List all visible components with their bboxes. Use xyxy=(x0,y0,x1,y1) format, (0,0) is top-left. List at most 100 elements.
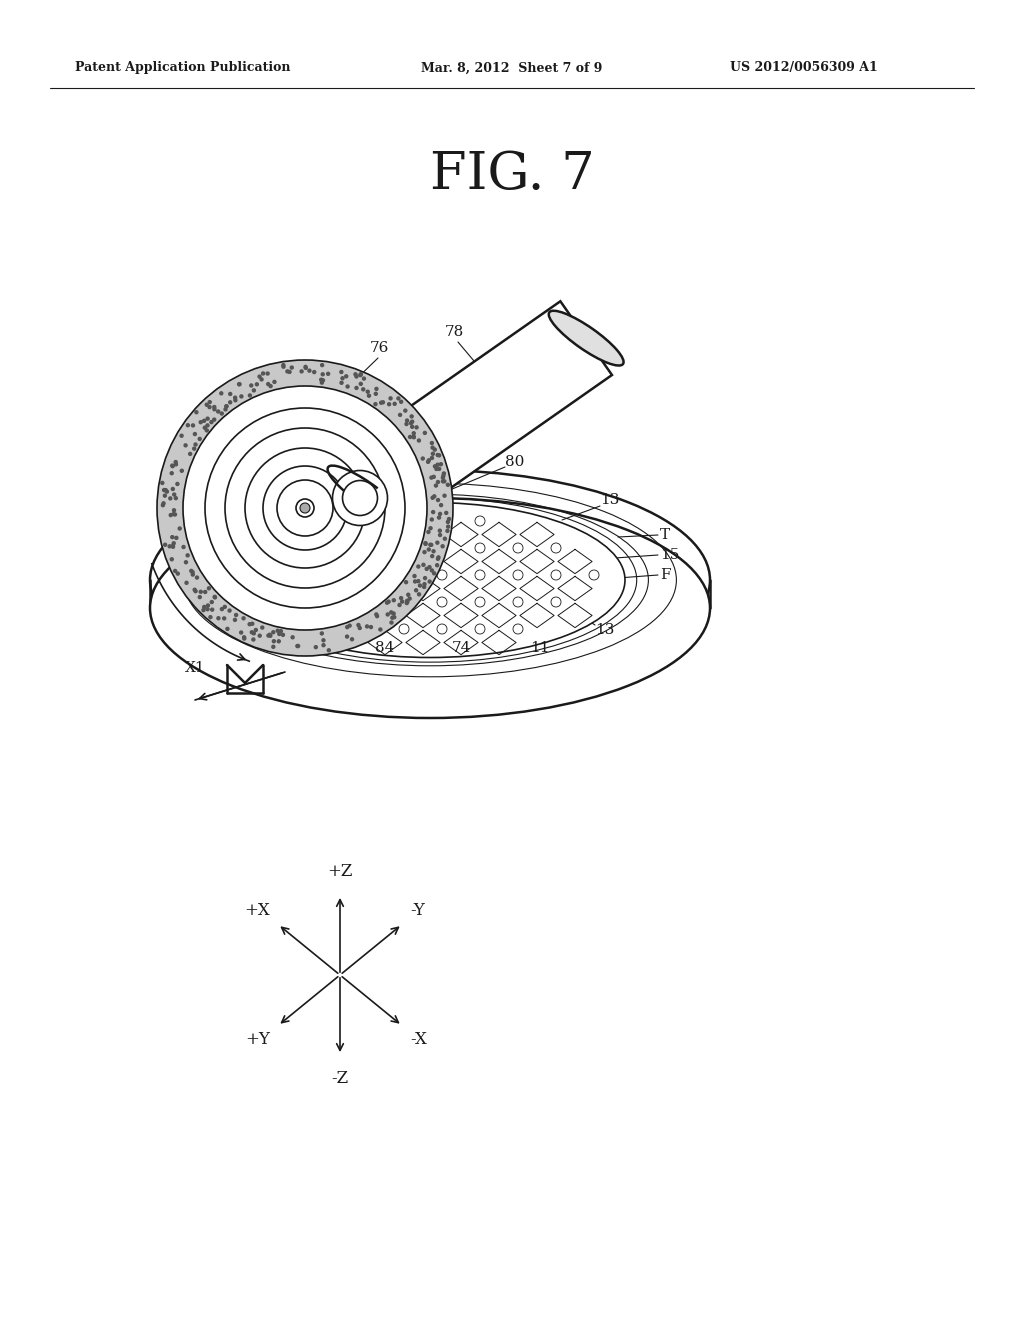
Circle shape xyxy=(194,589,197,591)
Ellipse shape xyxy=(150,470,710,690)
Circle shape xyxy=(475,624,485,634)
Text: 84: 84 xyxy=(375,642,394,655)
Circle shape xyxy=(355,387,358,389)
Circle shape xyxy=(228,401,231,404)
Circle shape xyxy=(438,533,441,536)
Circle shape xyxy=(213,595,216,599)
Circle shape xyxy=(393,615,395,619)
Circle shape xyxy=(273,380,275,383)
Circle shape xyxy=(437,624,447,634)
Text: 15: 15 xyxy=(660,548,679,562)
Circle shape xyxy=(430,477,433,479)
Text: 11: 11 xyxy=(530,642,550,655)
Circle shape xyxy=(423,582,426,586)
Circle shape xyxy=(390,611,393,614)
Circle shape xyxy=(304,367,307,370)
Circle shape xyxy=(251,622,254,626)
Ellipse shape xyxy=(342,480,378,516)
Circle shape xyxy=(399,516,409,525)
Text: +Y: +Y xyxy=(245,1031,270,1048)
Circle shape xyxy=(207,605,210,607)
Text: 13: 13 xyxy=(595,623,614,638)
Circle shape xyxy=(223,606,226,609)
Circle shape xyxy=(282,366,285,368)
Text: 82: 82 xyxy=(237,393,256,407)
Circle shape xyxy=(425,568,428,570)
Circle shape xyxy=(248,623,251,626)
Circle shape xyxy=(407,593,410,597)
Circle shape xyxy=(367,391,370,393)
Circle shape xyxy=(250,384,253,387)
Ellipse shape xyxy=(150,498,710,718)
Circle shape xyxy=(191,424,195,426)
Circle shape xyxy=(213,408,216,411)
Circle shape xyxy=(380,401,383,404)
Circle shape xyxy=(386,601,388,605)
Circle shape xyxy=(322,379,325,381)
Circle shape xyxy=(202,609,205,611)
Circle shape xyxy=(387,601,390,603)
Ellipse shape xyxy=(333,470,387,525)
Ellipse shape xyxy=(296,499,314,517)
Circle shape xyxy=(213,405,216,408)
Circle shape xyxy=(423,550,426,553)
Circle shape xyxy=(171,544,174,548)
Circle shape xyxy=(406,601,409,603)
Circle shape xyxy=(213,595,216,598)
Circle shape xyxy=(361,597,371,607)
Circle shape xyxy=(173,513,176,516)
Ellipse shape xyxy=(263,466,347,550)
Circle shape xyxy=(174,463,177,466)
Text: T: T xyxy=(660,528,670,543)
Circle shape xyxy=(391,616,394,619)
Circle shape xyxy=(437,543,447,553)
Circle shape xyxy=(280,630,283,632)
Circle shape xyxy=(386,612,389,616)
Circle shape xyxy=(436,541,439,544)
Circle shape xyxy=(433,495,436,498)
Circle shape xyxy=(413,574,416,578)
Circle shape xyxy=(174,569,176,573)
Circle shape xyxy=(173,494,176,496)
Circle shape xyxy=(409,597,412,601)
Circle shape xyxy=(285,570,295,579)
Circle shape xyxy=(164,494,166,498)
Circle shape xyxy=(345,635,348,638)
Circle shape xyxy=(375,387,378,391)
Ellipse shape xyxy=(183,385,427,630)
Circle shape xyxy=(433,447,436,451)
Circle shape xyxy=(376,615,379,618)
Circle shape xyxy=(433,465,436,467)
Circle shape xyxy=(374,403,377,405)
Circle shape xyxy=(411,420,414,424)
Circle shape xyxy=(366,624,369,628)
Circle shape xyxy=(254,628,257,631)
Circle shape xyxy=(209,615,212,619)
Circle shape xyxy=(513,624,523,634)
Text: +X: +X xyxy=(245,903,270,920)
Circle shape xyxy=(194,444,197,446)
Circle shape xyxy=(423,432,426,434)
Circle shape xyxy=(443,494,446,498)
Circle shape xyxy=(268,634,271,636)
Circle shape xyxy=(413,432,416,434)
Circle shape xyxy=(442,473,445,475)
Circle shape xyxy=(406,602,409,605)
Circle shape xyxy=(411,414,413,418)
Ellipse shape xyxy=(549,310,624,366)
Circle shape xyxy=(323,570,333,579)
Circle shape xyxy=(261,372,264,375)
Circle shape xyxy=(361,543,371,553)
Circle shape xyxy=(390,620,393,624)
Circle shape xyxy=(296,644,299,648)
Circle shape xyxy=(282,363,285,367)
Circle shape xyxy=(297,644,300,648)
Text: F: F xyxy=(660,568,671,582)
Circle shape xyxy=(171,465,174,467)
Circle shape xyxy=(206,607,209,611)
Text: 74: 74 xyxy=(200,576,219,589)
Circle shape xyxy=(200,421,202,424)
Circle shape xyxy=(189,569,193,573)
Circle shape xyxy=(436,557,439,560)
Circle shape xyxy=(269,634,271,638)
